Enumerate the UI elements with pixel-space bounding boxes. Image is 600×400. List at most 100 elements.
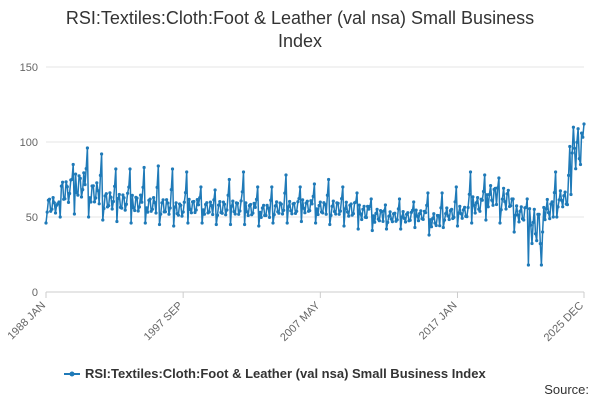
- data-point[interactable]: [565, 203, 570, 207]
- data-point[interactable]: [57, 200, 61, 204]
- data-point[interactable]: [431, 216, 435, 221]
- data-point[interactable]: [136, 209, 140, 213]
- data-point[interactable]: [384, 227, 389, 231]
- data-point[interactable]: [531, 220, 535, 224]
- data-point[interactable]: [562, 194, 566, 198]
- data-point[interactable]: [152, 196, 156, 200]
- data-point[interactable]: [246, 213, 250, 218]
- data-point[interactable]: [310, 202, 314, 206]
- data-point[interactable]: [402, 216, 406, 220]
- data-point[interactable]: [370, 228, 374, 233]
- data-point[interactable]: [140, 200, 144, 204]
- data-point[interactable]: [305, 199, 309, 203]
- data-point[interactable]: [331, 199, 335, 203]
- data-point[interactable]: [187, 197, 191, 201]
- data-point[interactable]: [412, 200, 416, 204]
- data-point[interactable]: [236, 201, 240, 205]
- data-point[interactable]: [559, 198, 564, 202]
- data-point[interactable]: [299, 219, 303, 224]
- data-point[interactable]: [194, 208, 198, 212]
- data-point[interactable]: [470, 221, 474, 225]
- data-point[interactable]: [282, 208, 286, 212]
- data-point[interactable]: [506, 188, 510, 192]
- data-point[interactable]: [541, 230, 545, 234]
- data-point[interactable]: [262, 203, 266, 207]
- data-point[interactable]: [362, 204, 366, 208]
- data-point[interactable]: [570, 151, 574, 155]
- data-point[interactable]: [87, 215, 91, 219]
- data-point[interactable]: [561, 205, 565, 209]
- data-point[interactable]: [82, 171, 86, 175]
- data-point[interactable]: [64, 180, 68, 184]
- data-point[interactable]: [538, 242, 542, 246]
- data-point[interactable]: [315, 207, 319, 211]
- data-point[interactable]: [415, 214, 419, 218]
- data-point[interactable]: [79, 195, 84, 199]
- data-point[interactable]: [429, 225, 434, 229]
- data-point[interactable]: [196, 203, 201, 207]
- data-point[interactable]: [377, 219, 381, 223]
- data-point[interactable]: [364, 215, 368, 220]
- data-point[interactable]: [209, 203, 214, 208]
- data-point[interactable]: [98, 173, 102, 177]
- legend[interactable]: RSI:Textiles:Cloth:Foot & Leather (val n…: [64, 366, 486, 381]
- data-point[interactable]: [452, 215, 456, 219]
- data-point[interactable]: [303, 211, 307, 215]
- data-point[interactable]: [419, 209, 423, 213]
- data-point[interactable]: [264, 213, 268, 218]
- data-point[interactable]: [202, 212, 206, 216]
- data-point[interactable]: [400, 215, 404, 219]
- data-point[interactable]: [489, 184, 493, 188]
- data-point[interactable]: [491, 203, 495, 207]
- data-point[interactable]: [92, 200, 97, 204]
- data-point[interactable]: [252, 201, 256, 205]
- data-point[interactable]: [528, 207, 532, 211]
- data-point[interactable]: [58, 215, 62, 219]
- data-point[interactable]: [283, 191, 287, 195]
- data-point[interactable]: [183, 191, 188, 195]
- data-point[interactable]: [47, 197, 52, 201]
- data-point[interactable]: [421, 217, 425, 221]
- data-point[interactable]: [558, 189, 563, 193]
- data-point[interactable]: [493, 186, 497, 190]
- data-point[interactable]: [371, 214, 376, 218]
- data-point[interactable]: [129, 221, 133, 225]
- data-point[interactable]: [84, 167, 88, 171]
- data-point[interactable]: [466, 205, 470, 210]
- data-point[interactable]: [217, 203, 221, 207]
- data-point[interactable]: [445, 206, 449, 210]
- data-point[interactable]: [337, 212, 341, 216]
- data-point[interactable]: [218, 200, 222, 204]
- data-point[interactable]: [487, 192, 491, 197]
- data-point[interactable]: [338, 209, 342, 213]
- data-point[interactable]: [324, 212, 328, 216]
- data-point[interactable]: [486, 205, 490, 209]
- data-point[interactable]: [503, 200, 507, 204]
- data-point[interactable]: [380, 210, 384, 214]
- data-point[interactable]: [212, 198, 216, 202]
- data-point[interactable]: [85, 146, 89, 150]
- data-point[interactable]: [101, 218, 105, 222]
- data-point[interactable]: [270, 185, 274, 189]
- data-point[interactable]: [130, 193, 134, 197]
- data-point[interactable]: [578, 162, 583, 167]
- data-point[interactable]: [127, 185, 131, 189]
- data-point[interactable]: [401, 210, 405, 214]
- data-point[interactable]: [471, 195, 475, 199]
- data-point[interactable]: [239, 199, 243, 203]
- data-point[interactable]: [548, 217, 552, 221]
- data-point[interactable]: [139, 193, 143, 197]
- data-point[interactable]: [207, 210, 211, 214]
- data-point[interactable]: [115, 219, 119, 224]
- data-point[interactable]: [351, 212, 355, 216]
- data-point[interactable]: [150, 207, 154, 211]
- data-point[interactable]: [258, 210, 262, 214]
- data-point[interactable]: [114, 167, 118, 171]
- data-point[interactable]: [185, 170, 189, 174]
- data-point[interactable]: [117, 192, 121, 197]
- data-point[interactable]: [505, 192, 509, 196]
- data-point[interactable]: [254, 197, 259, 201]
- data-point[interactable]: [571, 125, 576, 129]
- data-point[interactable]: [472, 203, 476, 207]
- data-point[interactable]: [397, 197, 402, 201]
